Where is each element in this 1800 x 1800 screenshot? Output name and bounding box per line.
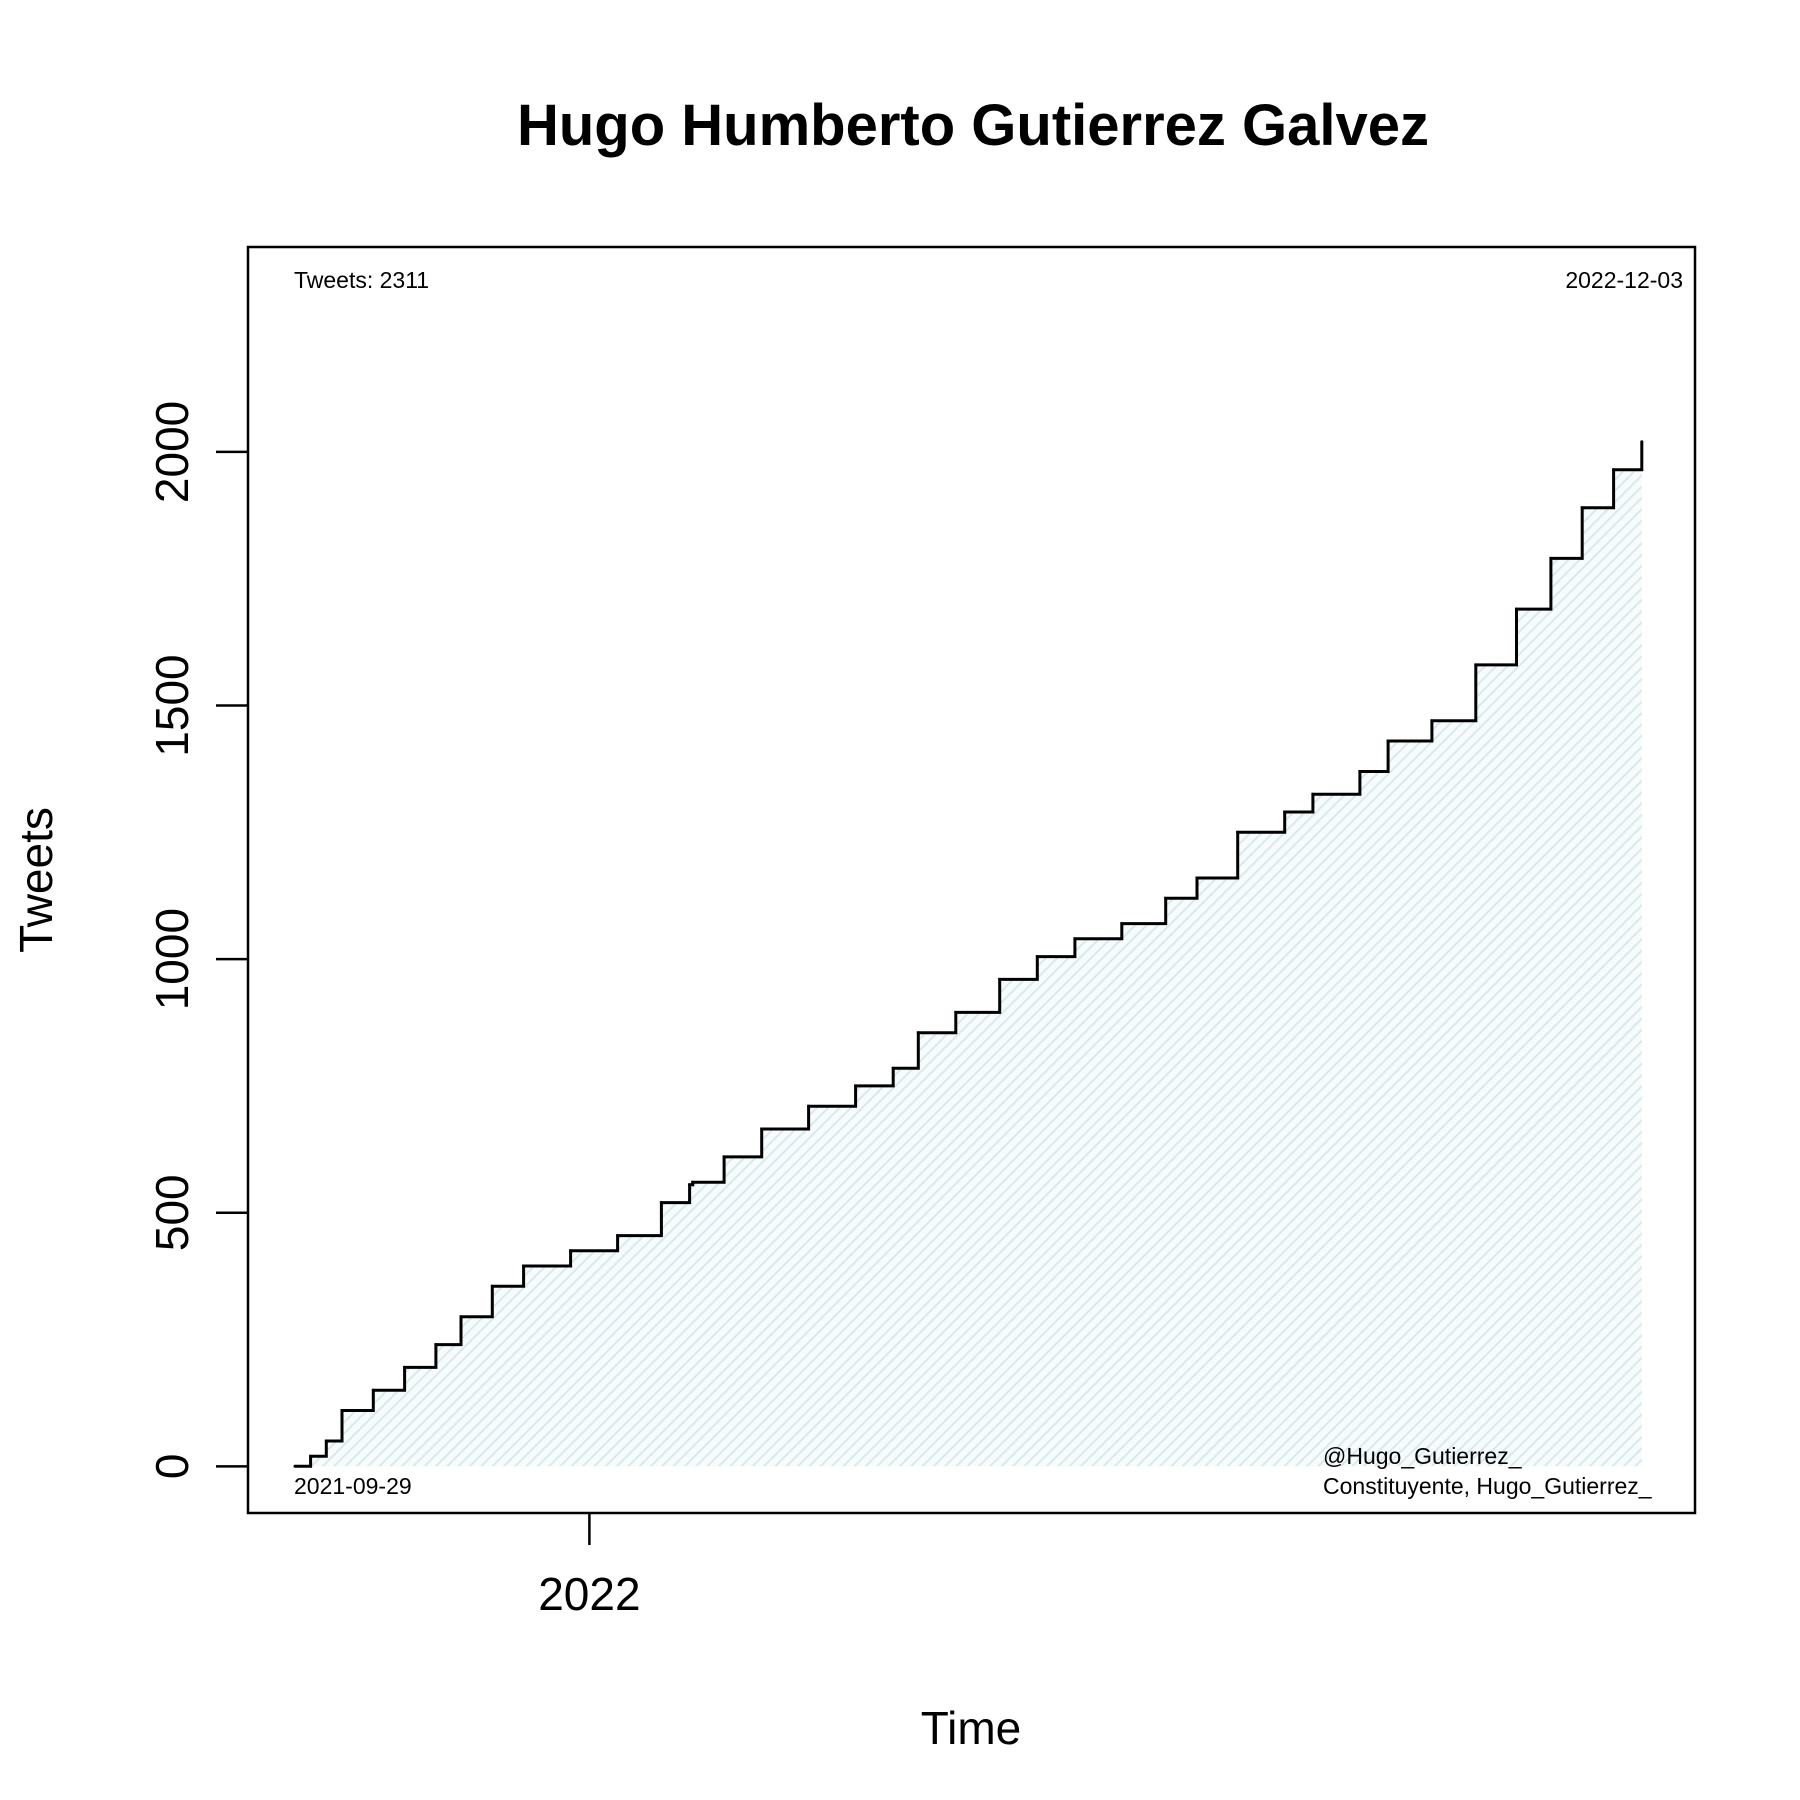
x-axis: 2022 [538, 1513, 641, 1620]
y-tick-label: 1000 [146, 908, 198, 1010]
data-point [340, 1409, 344, 1412]
data-point [659, 1201, 663, 1205]
data-point [1236, 830, 1240, 834]
data-point [324, 1439, 328, 1443]
data-area [295, 441, 1642, 1467]
y-tick-label: 1500 [146, 654, 198, 756]
data-point [293, 1464, 297, 1468]
data-point [691, 1180, 695, 1184]
tweet-cumulative-line [295, 441, 1644, 1468]
y-tick-label: 500 [146, 1174, 198, 1251]
plot-frame [246, 245, 1697, 1515]
data-point [1283, 810, 1287, 814]
data-point [854, 1084, 858, 1088]
y-tick-label: 0 [146, 1454, 198, 1480]
handle-label: @Hugo_Gutierrez_ [1323, 1443, 1523, 1469]
data-point [1612, 468, 1616, 472]
data-point [1035, 955, 1039, 959]
y-axis: 0 500 1000 1500 2000 [146, 401, 248, 1479]
data-point [434, 1343, 438, 1347]
data-point [807, 1104, 811, 1108]
data-point [1549, 556, 1553, 560]
x-tick-label: 2022 [538, 1568, 640, 1620]
data-point [309, 1454, 313, 1458]
chart-title: Hugo Humberto Gutierrez Galvez [517, 93, 1429, 158]
data-point [1430, 719, 1434, 723]
data-point [722, 1155, 726, 1159]
tweet-count-label: Tweets: 2311 [294, 267, 429, 293]
x-axis-title: Time [921, 1702, 1022, 1754]
data-point [998, 977, 1002, 981]
data-point [954, 1010, 958, 1014]
data-point [569, 1249, 573, 1253]
data-point [616, 1234, 620, 1238]
y-tick-label: 2000 [146, 401, 198, 503]
data-point [490, 1284, 494, 1288]
data-point [522, 1264, 526, 1268]
start-date-label: 2021-09-29 [294, 1473, 412, 1499]
data-point [1311, 792, 1315, 796]
source-label: Constituyente, Hugo_Gutierrez_ [1323, 1473, 1653, 1499]
data-point [1580, 506, 1584, 510]
data-point [1164, 896, 1168, 900]
y-axis-title: Tweets [10, 807, 62, 953]
data-point [1640, 440, 1644, 444]
data-point [760, 1127, 764, 1131]
data-point [1474, 663, 1478, 667]
data-point [459, 1315, 463, 1319]
data-point [403, 1365, 407, 1369]
data-point [371, 1388, 375, 1392]
data-point [688, 1183, 692, 1187]
data-point [1358, 770, 1362, 773]
end-date-label: 2022-12-03 [1565, 267, 1683, 293]
data-point [1515, 607, 1518, 611]
data-point [1386, 739, 1390, 743]
data-point [1120, 922, 1124, 926]
data-point [916, 1031, 920, 1035]
tweet-area-fill [295, 441, 1642, 1467]
data-point [1073, 937, 1077, 941]
data-line-group [293, 440, 1644, 1468]
data-point [1195, 876, 1199, 880]
data-point [891, 1066, 895, 1070]
